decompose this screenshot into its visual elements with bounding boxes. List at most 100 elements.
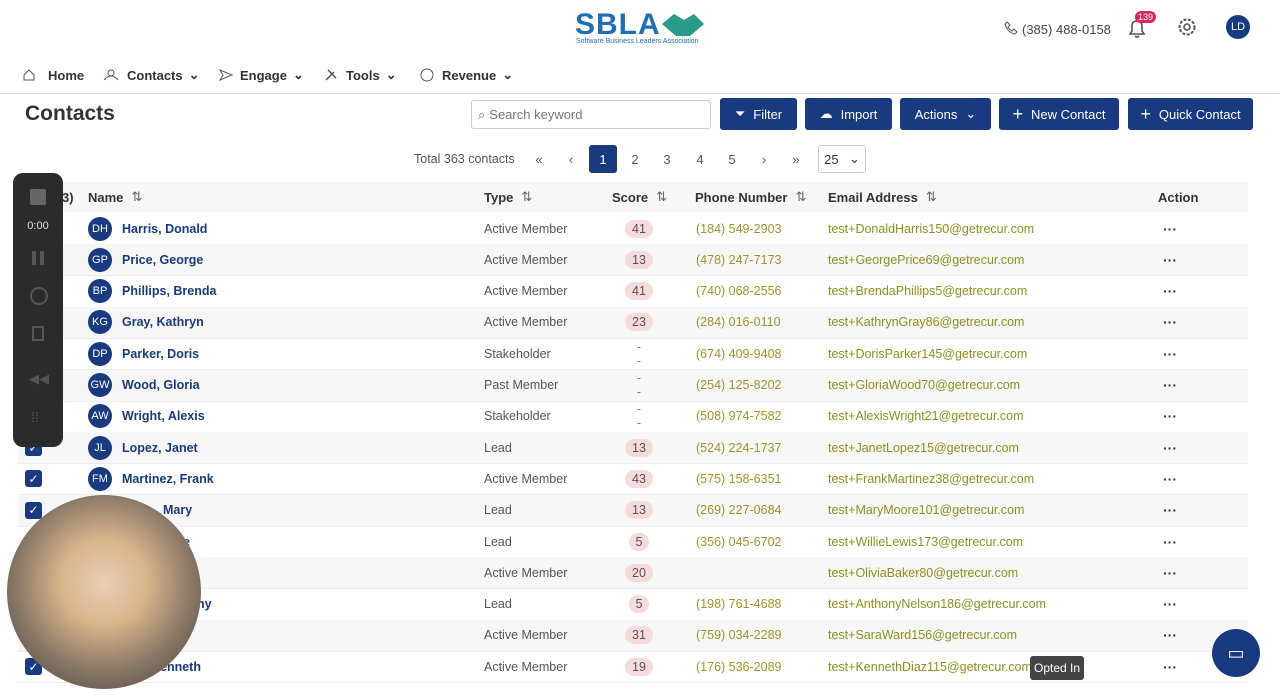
page-button[interactable]: 2 — [631, 151, 639, 167]
column-header[interactable]: Name ⇅ — [88, 182, 142, 212]
contact-phone[interactable]: (478) 247-7173 — [696, 252, 782, 267]
contact-phone[interactable]: (356) 045-6702 — [696, 534, 782, 549]
contact-email[interactable]: test+WillieLewis173@getrecur.com — [828, 534, 1024, 549]
contact-phone[interactable]: (575) 158-6351 — [696, 471, 782, 486]
column-header[interactable]: Email Address ⇅ — [828, 182, 937, 212]
contact-name[interactable]: Gray, Kathryn — [122, 315, 204, 330]
row-actions[interactable]: ··· — [1163, 220, 1177, 237]
contact-phone[interactable]: (508) 974-7582 — [696, 409, 782, 424]
page-button[interactable]: 4 — [696, 151, 704, 167]
phone[interactable]: (385) 488-0158 — [1022, 22, 1111, 37]
contact-phone[interactable]: (254) 125-8202 — [696, 378, 782, 392]
user-avatar[interactable]: LD — [1226, 15, 1250, 39]
table-header — [18, 182, 1248, 212]
contact-email[interactable]: test+KennethDiaz115@getrecur.com — [828, 659, 1032, 674]
row-actions[interactable]: ··· — [1163, 533, 1177, 550]
contact-email[interactable]: test+DorisParker145@getrecur.com — [828, 346, 1028, 361]
contact-phone[interactable]: (269) 227-0684 — [696, 503, 782, 518]
row-checkbox[interactable]: ✓ — [25, 470, 42, 488]
row-actions[interactable]: ··· — [1163, 283, 1177, 300]
quick-contact-button[interactable]: + Quick Contact — [1128, 98, 1253, 130]
row-checkbox[interactable]: ✓ — [25, 501, 42, 519]
row-actions[interactable]: ··· — [1163, 377, 1177, 393]
column-header[interactable]: Score ⇅ — [612, 182, 667, 212]
contact-name[interactable]: Price, George — [122, 252, 204, 267]
page-button[interactable]: 1 — [589, 145, 617, 173]
contact-email[interactable]: test+BrendaPhillips5@getrecur.com — [828, 284, 1028, 299]
contact-email[interactable]: test+AlexisWright21@getrecur.com — [828, 409, 1024, 424]
contact-email[interactable]: test+FrankMartinez38@getrecur.com — [828, 471, 1035, 486]
nav-revenue[interactable]: Revenue ⌄ — [420, 60, 513, 90]
restart-button[interactable] — [30, 287, 48, 305]
row-actions[interactable]: ··· — [1163, 658, 1177, 675]
logo-tagline: Software Business Leaders Association — [576, 38, 699, 45]
contact-name[interactable]: Lopez, Janet — [122, 440, 198, 455]
contact-phone[interactable]: (759) 034-2289 — [696, 628, 782, 643]
contact-phone[interactable]: (740) 068-2556 — [696, 284, 782, 299]
row-actions[interactable]: ··· — [1163, 596, 1177, 613]
settings-icon[interactable] — [1176, 16, 1198, 38]
row-actions[interactable]: ··· — [1163, 627, 1177, 644]
next-page[interactable]: › — [761, 151, 767, 167]
nav-label: Engage — [240, 67, 287, 83]
contact-name[interactable]: Parker, Doris — [122, 346, 200, 361]
chat-button[interactable]: ▭ — [1212, 629, 1260, 677]
contact-name[interactable]: Martinez, Frank — [122, 471, 214, 486]
contact-email[interactable]: test+GloriaWood70@getrecur.com — [828, 378, 1021, 392]
contact-name[interactable]: Mary — [163, 503, 193, 518]
contact-email[interactable]: test+AnthonyNelson186@getrecur.com — [828, 597, 1047, 612]
contact-phone[interactable]: (198) 761-4688 — [696, 597, 782, 612]
first-page[interactable]: « — [535, 151, 543, 167]
contact-name[interactable]: ny — [197, 597, 212, 612]
column-header[interactable]: Phone Number ⇅ — [695, 182, 806, 212]
row-actions[interactable]: ··· — [1163, 439, 1177, 456]
import-button[interactable]: ☁ Import — [805, 98, 892, 130]
row-actions[interactable]: ··· — [1163, 345, 1177, 362]
stop-button[interactable] — [30, 189, 46, 205]
page-button[interactable]: 5 — [728, 151, 736, 167]
contact-email[interactable]: test+OliviaBaker80@getrecur.com — [828, 565, 1019, 580]
contact-email[interactable]: test+DonaldHarris150@getrecur.com — [828, 221, 1035, 236]
delete-button[interactable] — [32, 326, 44, 341]
contact-phone[interactable]: (524) 224-1737 — [696, 440, 782, 455]
contact-name[interactable]: Wood, Gloria — [122, 378, 200, 392]
logo[interactable]: SBLA — [575, 8, 661, 41]
actions-button[interactable]: Actions ⌄ — [900, 98, 991, 130]
nav-contacts[interactable]: Contacts ⌄ — [101, 60, 200, 90]
more-button[interactable]: ⁞⁞ — [31, 409, 39, 425]
row-actions[interactable]: ··· — [1163, 564, 1177, 581]
contact-avatar: FM — [88, 466, 112, 491]
contact-phone[interactable]: (176) 536-2089 — [696, 659, 782, 674]
prev-page[interactable]: ‹ — [568, 151, 574, 167]
contact-phone[interactable]: (284) 016-0110 — [696, 315, 781, 330]
contact-name[interactable]: Harris, Donald — [122, 221, 208, 236]
new-contact-button[interactable]: + New Contact — [999, 98, 1119, 130]
row-actions[interactable]: ··· — [1163, 314, 1177, 331]
nav-engage[interactable]: Engage ⌄ — [218, 60, 304, 90]
contact-email[interactable]: test+SaraWard156@getrecur.com — [828, 628, 1018, 643]
contact-name[interactable]: Phillips, Brenda — [122, 284, 217, 299]
contact-email[interactable]: test+KathrynGray86@getrecur.com — [828, 315, 1025, 330]
page-size-select[interactable]: 25 ⌄ — [818, 145, 866, 173]
row-actions[interactable]: ··· — [1163, 502, 1177, 519]
column-header[interactable]: Type ⇅ — [484, 182, 532, 212]
contact-email[interactable]: test+GeorgePrice69@getrecur.com — [828, 252, 1025, 267]
contact-name[interactable]: Wright, Alexis — [122, 409, 205, 424]
page-button[interactable]: 3 — [663, 151, 671, 167]
contact-phone[interactable]: (184) 549-2903 — [696, 221, 782, 236]
nav-tools[interactable]: Tools ⌄ — [324, 60, 397, 90]
rewind-button[interactable]: ◀◀ — [29, 371, 49, 386]
row-actions[interactable]: ··· — [1163, 408, 1177, 425]
last-page[interactable]: » — [792, 151, 800, 167]
contact-email[interactable]: test+MaryMoore101@getrecur.com — [828, 503, 1025, 518]
row-actions[interactable]: ··· — [1163, 251, 1177, 268]
filter-button[interactable]: ⏷ Filter — [720, 98, 797, 130]
search-input[interactable]: ⌕ Search keyword — [471, 100, 711, 129]
contact-email[interactable]: test+JanetLopez15@getrecur.com — [828, 440, 1019, 455]
contact-phone[interactable]: (674) 409-9408 — [696, 346, 782, 361]
nav-home[interactable]: Home — [22, 60, 84, 90]
pause-button[interactable] — [32, 251, 44, 265]
row-actions[interactable]: ··· — [1163, 470, 1177, 487]
search-icon: ⌕ — [478, 106, 486, 122]
contact-name[interactable]: enneth — [160, 659, 201, 674]
